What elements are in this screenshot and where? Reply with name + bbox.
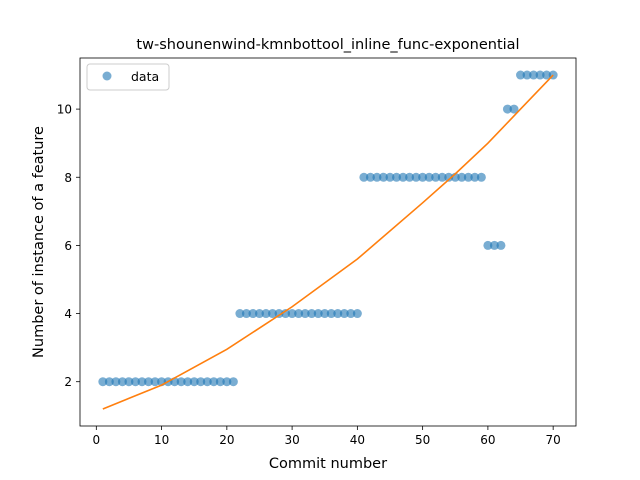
data-point [457, 172, 467, 182]
data-point [176, 377, 186, 387]
data-point [516, 70, 526, 80]
x-tick-label: 50 [415, 433, 430, 447]
data-point [385, 172, 395, 182]
legend-marker-data [102, 71, 112, 81]
data-point [183, 377, 193, 387]
data-point [333, 309, 343, 319]
data-point [424, 172, 434, 182]
data-point [411, 172, 421, 182]
data-point [117, 377, 127, 387]
chart-title: tw-shounenwind-kmnbottool_inline_func-ex… [136, 37, 519, 53]
data-point [437, 172, 447, 182]
data-point [320, 309, 330, 319]
y-tick-label: 4 [64, 307, 72, 321]
data-point [470, 172, 480, 182]
data-point [196, 377, 206, 387]
data-point [300, 309, 310, 319]
data-point [150, 377, 160, 387]
data-point [281, 309, 291, 319]
plot-area: 0 10 20 30 40 50 60 70 2 4 6 8 10 [57, 57, 577, 447]
y-tick-label: 6 [64, 239, 72, 253]
data-point [326, 309, 336, 319]
data-point [235, 309, 245, 319]
data-point [294, 309, 304, 319]
data-point [254, 309, 264, 319]
data-point [529, 70, 539, 80]
data-point [359, 172, 369, 182]
data-point [339, 309, 349, 319]
x-tick-label: 60 [480, 433, 495, 447]
x-axis-label: Commit number [269, 456, 387, 472]
data-point [378, 172, 388, 182]
data-point [209, 377, 219, 387]
data-point [476, 172, 486, 182]
x-tick-label: 10 [154, 433, 169, 447]
x-tick-label: 30 [284, 433, 299, 447]
fit-line [102, 74, 554, 410]
data-point [268, 309, 278, 319]
y-tick-label: 10 [57, 103, 72, 117]
data-point [222, 377, 232, 387]
data-point [483, 240, 493, 250]
data-point [418, 172, 428, 182]
data-point [496, 240, 506, 250]
data-point [130, 377, 140, 387]
data-point [535, 70, 545, 80]
data-point [111, 377, 121, 387]
data-point [489, 240, 499, 250]
y-axis-label: Number of instance of a feature [31, 126, 47, 358]
data-point [509, 104, 519, 114]
data-point [352, 309, 362, 319]
x-tick-label: 20 [219, 433, 234, 447]
data-point [98, 377, 108, 387]
data-point [542, 70, 552, 80]
data-point [405, 172, 415, 182]
legend-box [86, 63, 170, 91]
data-point [241, 309, 251, 319]
data-point [104, 377, 114, 387]
data-point [189, 377, 199, 387]
data-point [287, 309, 297, 319]
data-point [307, 309, 317, 319]
data-point [392, 172, 402, 182]
data-point [202, 377, 212, 387]
data-point [502, 104, 512, 114]
data-point [463, 172, 473, 182]
data-point [124, 377, 134, 387]
data-point [215, 377, 225, 387]
data-point [248, 309, 258, 319]
legend: data [86, 63, 170, 91]
data-point [313, 309, 323, 319]
data-point [137, 377, 147, 387]
data-point [431, 172, 441, 182]
data-point [144, 377, 154, 387]
data-point [372, 172, 382, 182]
data-point [444, 172, 454, 182]
data-point [398, 172, 408, 182]
y-tick-label: 8 [64, 171, 72, 185]
legend-label-data: data [131, 69, 159, 84]
x-tick-label: 0 [92, 433, 100, 447]
data-point [346, 309, 356, 319]
x-tick-label: 40 [350, 433, 365, 447]
y-tick-label: 2 [64, 375, 72, 389]
data-point [522, 70, 532, 80]
axes-frame [79, 57, 577, 427]
data-point [228, 377, 238, 387]
data-point [261, 309, 271, 319]
data-point [365, 172, 375, 182]
x-tick-label: 70 [546, 433, 561, 447]
